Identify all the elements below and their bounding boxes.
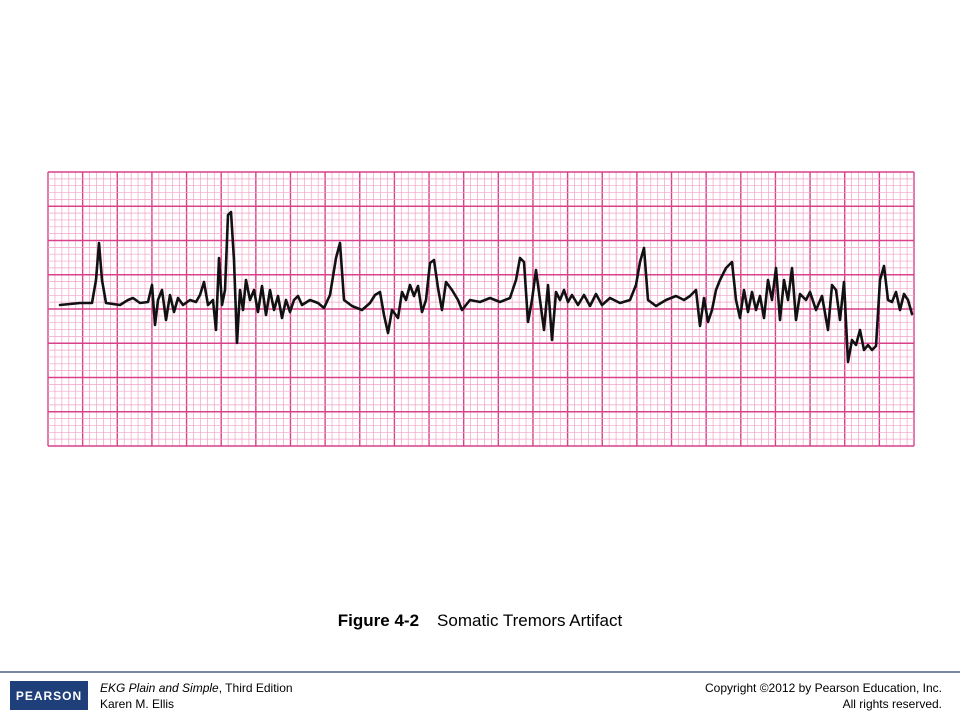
figure-title: Somatic Tremors Artifact xyxy=(437,611,623,630)
publisher-logo: PEARSON xyxy=(10,681,88,710)
copyright: Copyright ©2012 by Pearson Education, In… xyxy=(705,681,942,695)
ekg-grid xyxy=(47,171,915,447)
book-line: EKG Plain and Simple, Third Edition xyxy=(100,680,293,696)
edition: , Third Edition xyxy=(218,681,293,695)
author: Karen M. Ellis xyxy=(100,697,175,711)
book-title: EKG Plain and Simple xyxy=(100,681,219,695)
footer-left: EKG Plain and Simple, Third Edition Kare… xyxy=(100,680,293,712)
figure-number: Figure 4-2 xyxy=(337,611,420,630)
ekg-trace xyxy=(58,210,914,364)
footer-right: Copyright ©2012 by Pearson Education, In… xyxy=(705,680,942,712)
figure-caption: Figure 4-2 Somatic Tremors Artifact xyxy=(0,611,960,631)
rights: All rights reserved. xyxy=(842,697,942,711)
